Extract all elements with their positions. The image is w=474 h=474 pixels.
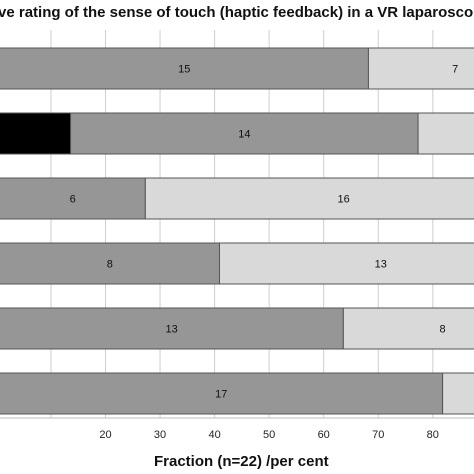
- x-tick-label: 20: [99, 429, 111, 441]
- bar-value-label: 8: [107, 259, 113, 271]
- bar-row: 8 13: [0, 242, 474, 285]
- bar-value-label: 17: [215, 389, 227, 401]
- x-axis-ticks: 2030405060708090: [99, 429, 439, 441]
- bar-value-label: 13: [375, 259, 387, 271]
- bar-value-label: 15: [178, 64, 190, 76]
- bar-value-label: 16: [337, 194, 349, 206]
- bar-segment: [219, 242, 474, 285]
- bar-row: 13 8: [0, 307, 474, 350]
- bar-segment: [342, 307, 474, 350]
- bar-row: 145: [0, 112, 474, 155]
- bar-row: 6 16: [0, 177, 474, 220]
- x-tick-label: 60: [318, 429, 330, 441]
- bar-segment: [442, 372, 474, 415]
- bar-value-label: 8: [440, 324, 446, 336]
- bar-segment: [70, 112, 419, 155]
- bar-value-label: 14: [238, 129, 250, 141]
- bar-value-label: 13: [166, 324, 178, 336]
- bar-segment: [367, 47, 474, 90]
- x-tick-label: 70: [372, 429, 384, 441]
- bar-row: 15 7: [0, 47, 474, 90]
- bar-segment: [144, 177, 474, 220]
- x-tick-label: 30: [154, 429, 166, 441]
- bars: 15 7 145 6 16 8 13 13 8 174: [0, 47, 474, 415]
- bar-segment: [0, 242, 221, 285]
- x-axis-label: Fraction (n=22) /per cent: [154, 453, 329, 470]
- bar-row: 174: [0, 372, 474, 415]
- chart-title: ve rating of the sense of touch (haptic …: [0, 4, 473, 21]
- x-tick-label: 50: [263, 429, 275, 441]
- bar-segment: [0, 47, 369, 90]
- x-tick-label: 80: [427, 429, 439, 441]
- bar-value-label: 7: [452, 64, 458, 76]
- bar-segment: [417, 112, 474, 155]
- gridlines: [0, 30, 474, 419]
- x-tick-label: 40: [208, 429, 220, 441]
- bar-value-label: 6: [70, 194, 76, 206]
- bar-segment: [0, 112, 72, 155]
